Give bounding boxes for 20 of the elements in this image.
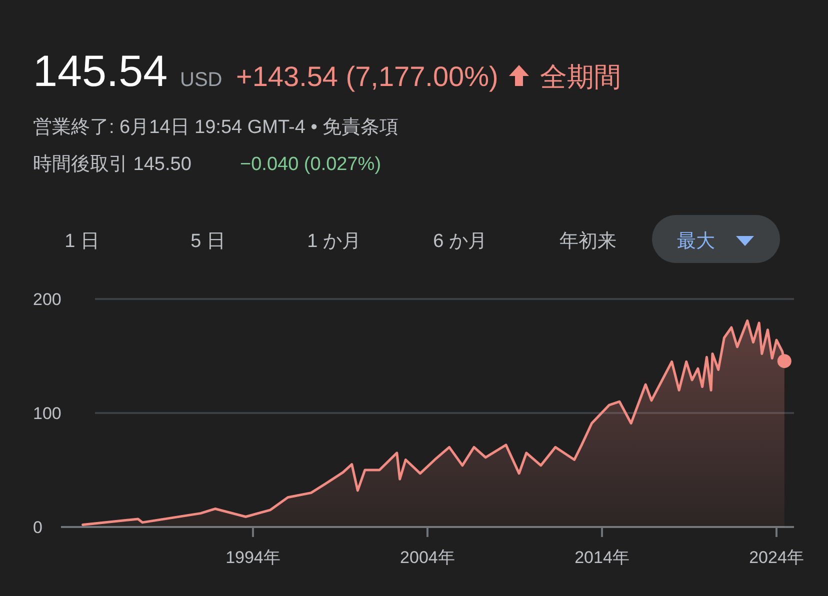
text: 6 か月 bbox=[433, 231, 487, 252]
chart-title: 145.54 bbox=[33, 47, 168, 96]
y-tick-label: 0 bbox=[33, 518, 42, 537]
text: −0.040 (0.027%) bbox=[240, 154, 382, 175]
x-tick-label: 2024年 bbox=[749, 548, 804, 567]
y-tick-label: 200 bbox=[33, 290, 62, 309]
text: 年初来 bbox=[560, 230, 616, 252]
text: 時間後取引 145.50 bbox=[33, 154, 192, 175]
text: 最大 bbox=[677, 231, 715, 252]
text: 1 か月 bbox=[307, 231, 361, 252]
text: +143.54 (7,177.00%) bbox=[236, 61, 498, 92]
text: 全期間 bbox=[540, 62, 621, 92]
text: 1 日 bbox=[64, 231, 100, 252]
text: USD bbox=[180, 69, 222, 91]
y-tick-label: 100 bbox=[33, 404, 62, 423]
text: 営業終了: 6月14日 19:54 GMT-4 • 免責条項 bbox=[33, 117, 399, 138]
x-tick-label: 2004年 bbox=[400, 548, 455, 567]
x-tick-label: 2014年 bbox=[574, 548, 630, 567]
x-tick-label: 1994年 bbox=[226, 548, 280, 567]
text: 5 日 bbox=[190, 231, 226, 252]
